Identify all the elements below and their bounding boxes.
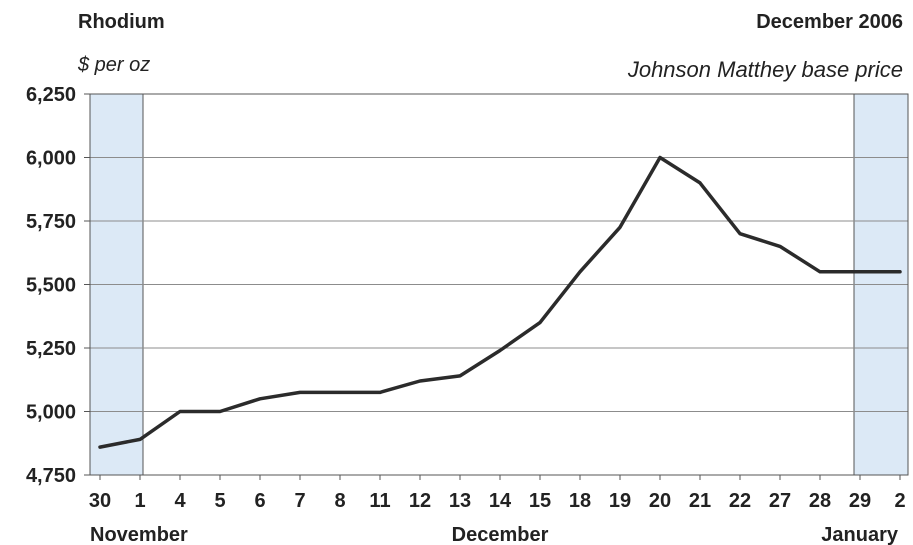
- x-tick-label: 6: [254, 490, 265, 512]
- price-source-label: Johnson Matthey base price: [627, 57, 903, 82]
- price-point: [618, 226, 622, 229]
- x-tick-label: 20: [649, 490, 671, 512]
- x-tick-label: 11: [369, 490, 390, 512]
- x-tick-label: 8: [334, 490, 345, 512]
- x-tick-label: 15: [529, 490, 551, 512]
- x-tick-label: 4: [174, 490, 186, 512]
- price-point: [298, 391, 302, 394]
- x-tick-label: 18: [569, 490, 591, 512]
- y-tick-label: 4,750: [26, 465, 76, 487]
- month-label: December: [452, 524, 549, 545]
- price-point: [378, 391, 382, 394]
- plot-frame: [89, 93, 909, 476]
- x-tick-label: 19: [609, 490, 631, 512]
- x-tick-label: 22: [729, 490, 751, 512]
- y-tick-label: 6,000: [26, 148, 76, 170]
- month-label: November: [90, 524, 188, 545]
- price-point: [778, 245, 782, 248]
- y-tick-label: 5,750: [26, 211, 76, 233]
- price-point: [138, 438, 142, 441]
- price-series: [98, 155, 902, 449]
- y-tick-label: 6,250: [26, 84, 76, 106]
- chart-period: December 2006: [756, 11, 903, 33]
- x-tick-label: 2: [894, 490, 905, 512]
- x-tick-label: 30: [89, 490, 111, 512]
- x-tick-label: 5: [214, 490, 225, 512]
- y-tick-label: 5,250: [26, 338, 76, 360]
- price-point: [418, 379, 422, 383]
- y-tick-label: 5,500: [26, 275, 76, 297]
- price-line: [98, 155, 902, 449]
- x-tick-label: 21: [689, 490, 711, 512]
- price-point: [738, 232, 742, 235]
- price-point: [898, 270, 902, 273]
- chart-title: Rhodium: [78, 11, 165, 33]
- price-point: [218, 410, 222, 413]
- x-tick-label: 28: [809, 490, 831, 512]
- price-point: [458, 374, 462, 378]
- price-point: [698, 181, 702, 185]
- price-point: [258, 397, 262, 400]
- x-tick-label: 1: [134, 490, 145, 512]
- x-tick-label: 29: [849, 490, 871, 512]
- price-point: [538, 321, 542, 324]
- price-point: [178, 410, 182, 413]
- x-tick-label: 13: [449, 490, 471, 512]
- price-point: [338, 391, 342, 394]
- x-axis-ticks: 30 1 4 5 6 7 8 11 12 13 14 15 18 19 20 21 22 27 28 29 2: [89, 475, 906, 512]
- price-point: [578, 270, 582, 273]
- price-point: [498, 349, 502, 352]
- x-tick-label: 27: [769, 490, 791, 512]
- y-tick-label: 5,000: [26, 402, 76, 424]
- y-axis-ticks: 4,750 5,000 5,250 5,500 5,750 6,000 6,250: [26, 84, 76, 487]
- gridlines: [84, 93, 908, 476]
- price-point: [818, 270, 822, 273]
- x-tick-label: 14: [489, 490, 512, 512]
- month-label: January: [821, 524, 899, 545]
- y-axis-unit: $ per oz: [78, 54, 151, 76]
- x-tick-label: 12: [409, 490, 431, 512]
- price-point: [98, 445, 102, 449]
- price-point: [658, 156, 662, 159]
- month-labels: November December January: [90, 524, 899, 545]
- price-point: [858, 270, 862, 273]
- x-tick-label: 7: [294, 490, 305, 512]
